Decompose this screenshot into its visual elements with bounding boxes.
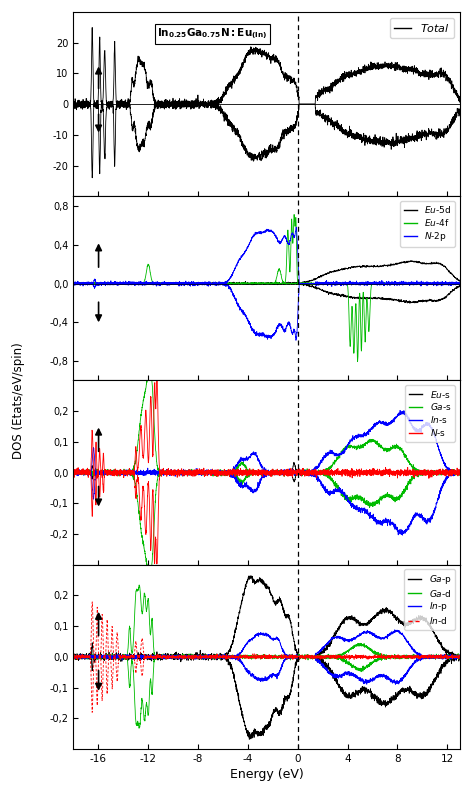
Legend: $\mathit{Ga}$-p, $\mathit{Ga}$-d, $\mathit{In}$-p, $\mathit{In}$-d: $\mathit{Ga}$-p, $\mathit{Ga}$-d, $\math…	[404, 570, 455, 630]
Legend: $\mathit{Total}$: $\mathit{Total}$	[390, 18, 454, 38]
X-axis label: Energy (eV): Energy (eV)	[230, 768, 303, 781]
Text: DOS (Etats/eV/spin): DOS (Etats/eV/spin)	[12, 342, 25, 459]
Legend: $\mathit{Eu}$-5d, $\mathit{Eu}$-4f, $\mathit{N}$-2p: $\mathit{Eu}$-5d, $\mathit{Eu}$-4f, $\ma…	[400, 201, 455, 247]
Text: $\mathbf{In_{0.25}Ga_{0.75}N{:}Eu_{(In)}}$: $\mathbf{In_{0.25}Ga_{0.75}N{:}Eu_{(In)}…	[157, 26, 268, 41]
Legend: $\mathit{Eu}$-s, $\mathit{Ga}$-s, $\mathit{In}$-s, $\mathit{N}$-s: $\mathit{Eu}$-s, $\mathit{Ga}$-s, $\math…	[405, 385, 455, 441]
